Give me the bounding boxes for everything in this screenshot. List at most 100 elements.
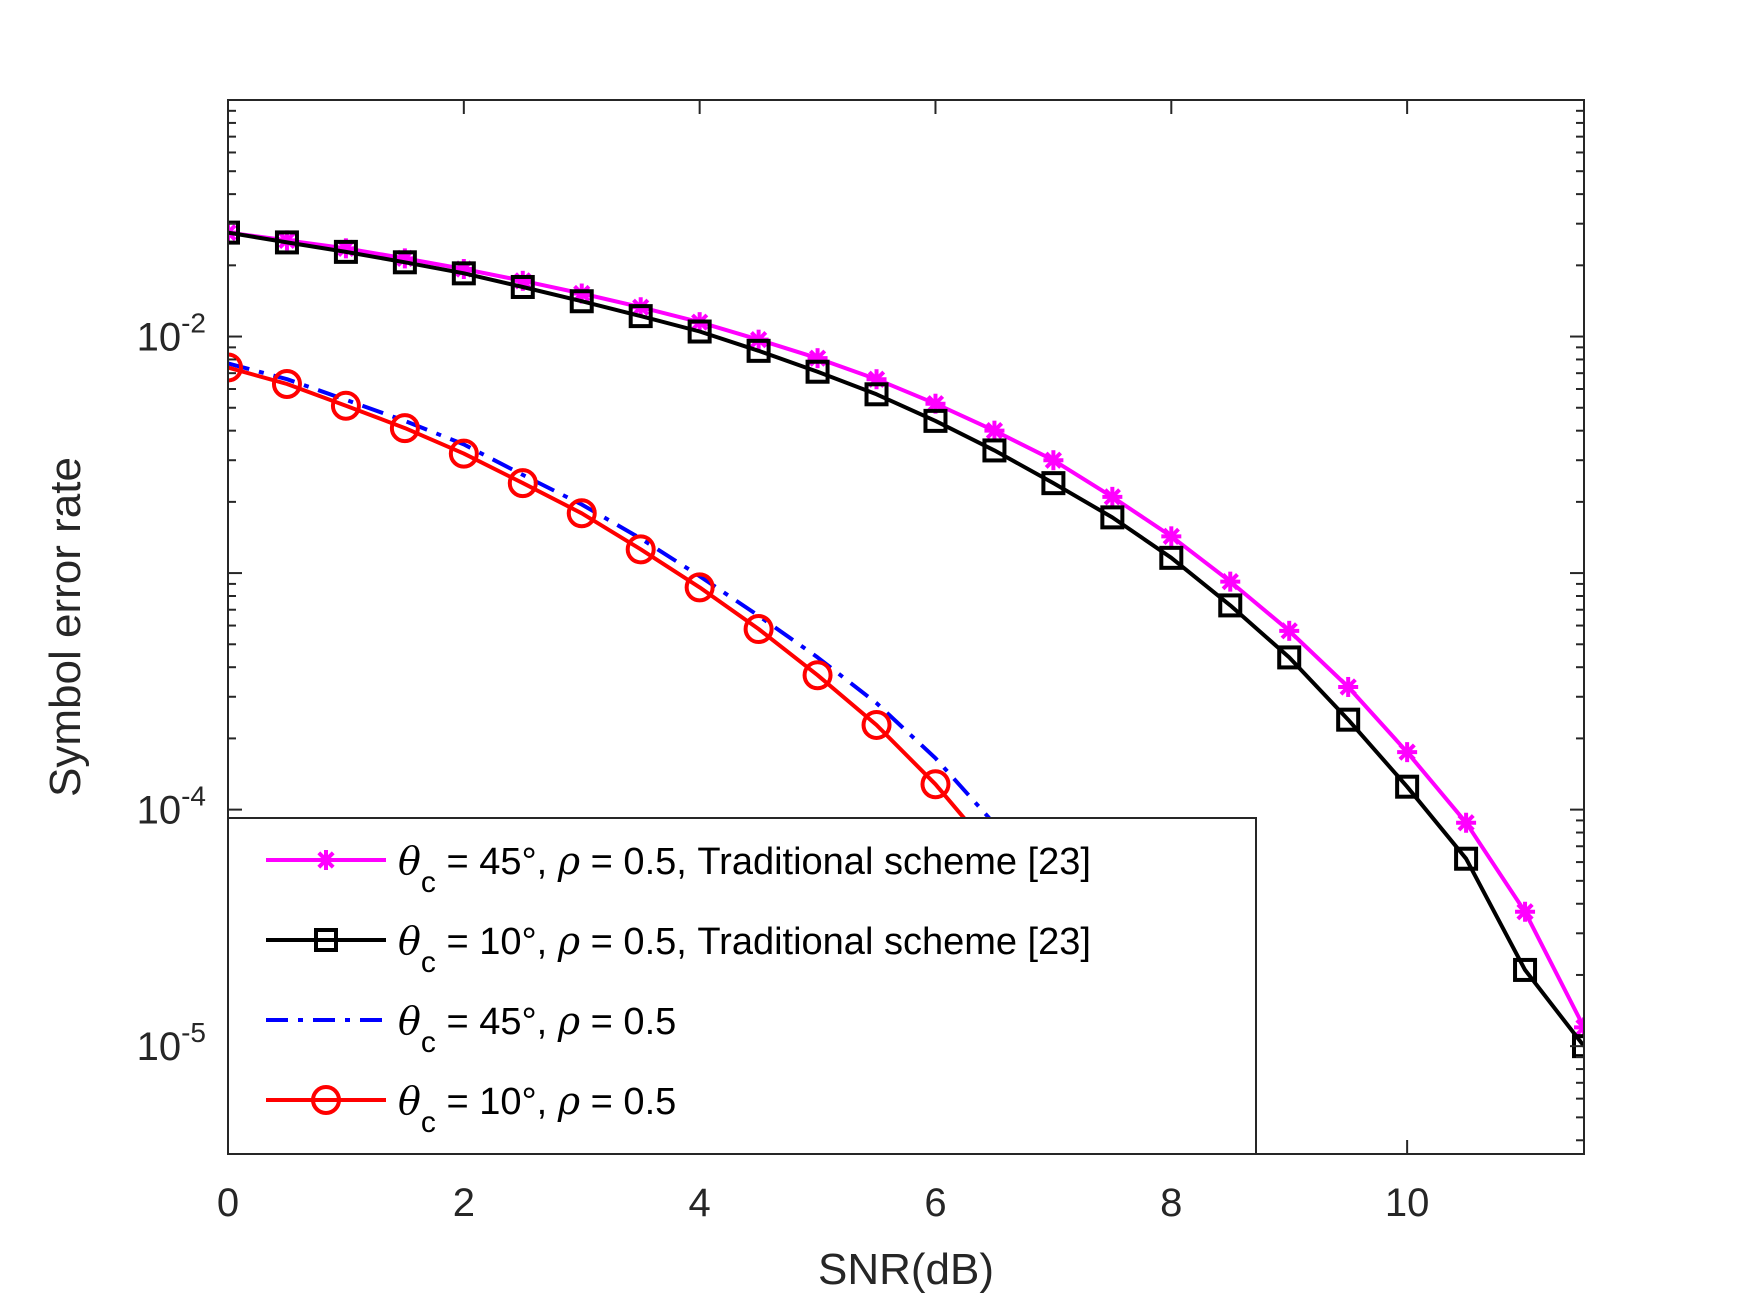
- asterisk-stroke: [228, 224, 237, 236]
- data-point: [1515, 901, 1536, 922]
- data-point: [1043, 450, 1064, 471]
- data-point: [628, 304, 653, 329]
- x-tick-label: 8: [1160, 1181, 1182, 1225]
- y-tick-exponent: -5: [181, 1017, 206, 1048]
- series-1: [228, 220, 1584, 1059]
- series-line: [228, 361, 1026, 865]
- y-tick-label: 10-5: [137, 1017, 206, 1069]
- legend-label-part: c: [421, 946, 436, 979]
- asterisk-stroke: [1162, 527, 1180, 545]
- data-point: [1220, 571, 1241, 592]
- legend-label-part: c: [421, 1106, 436, 1139]
- asterisk-stroke: [1575, 1018, 1584, 1031]
- legend-label: θc = 10°, ρ = 0.5, Traditional scheme [2…: [398, 919, 1091, 979]
- legend-marker: [316, 850, 336, 870]
- legend-entry: θc = 10°, ρ = 0.5, Traditional scheme [2…: [266, 919, 1091, 979]
- data-point: [1218, 593, 1243, 618]
- data-point: [448, 438, 479, 469]
- asterisk-stroke: [1280, 622, 1298, 640]
- data-point: [1336, 707, 1361, 732]
- legend-label-part: ρ: [557, 1079, 581, 1123]
- data-point: [392, 250, 417, 275]
- asterisk-stroke: [985, 422, 1004, 440]
- legend-label-part: = 0.5: [580, 1001, 676, 1043]
- data-point: [982, 438, 1007, 463]
- x-tick-label: 4: [689, 1181, 711, 1225]
- data-point: [923, 408, 948, 433]
- data-point: [746, 338, 771, 363]
- data-point: [625, 534, 656, 565]
- data-point: [920, 769, 951, 800]
- legend-label-part: = 0.5, Traditional scheme [23]: [580, 841, 1091, 883]
- legend-label: θc = 10°, ρ = 0.5: [398, 1079, 676, 1139]
- data-point: [802, 660, 833, 691]
- legend-label-part: = 45°,: [436, 841, 558, 883]
- legend-marker: [311, 1085, 341, 1115]
- x-tick-label: 6: [924, 1181, 946, 1225]
- asterisk-stroke: [1516, 903, 1534, 921]
- y-tick-label: 10-2: [137, 308, 206, 360]
- data-point: [807, 348, 828, 369]
- data-point: [228, 220, 240, 245]
- asterisk-stroke: [1103, 488, 1121, 506]
- data-point: [1397, 742, 1418, 763]
- data-point: [1456, 812, 1477, 833]
- asterisk-stroke: [1575, 1024, 1584, 1037]
- y-tick-base: 10: [137, 789, 182, 833]
- asterisk-stroke: [1339, 678, 1357, 696]
- y-tick-label: 10-4: [137, 781, 206, 833]
- legend-label-part: θ: [398, 919, 421, 963]
- legend-label-part: ρ: [557, 919, 581, 963]
- data-point: [1338, 676, 1359, 697]
- data-point: [333, 239, 358, 264]
- legend-label-part: = 10°,: [436, 921, 558, 963]
- legend-label: θc = 45°, ρ = 0.5, Traditional scheme [2…: [398, 839, 1091, 899]
- legend-entry: θc = 45°, ρ = 0.5: [266, 999, 676, 1059]
- series-2: [228, 361, 1026, 865]
- y-axis-label: Symbol error rate: [41, 457, 90, 797]
- legend-label: θc = 45°, ρ = 0.5: [398, 999, 676, 1059]
- asterisk-stroke: [926, 395, 945, 413]
- legend-label-part: θ: [398, 839, 421, 883]
- legend-label-part: c: [421, 1026, 436, 1059]
- data-point: [925, 393, 946, 414]
- legend-box: [227, 817, 1257, 1155]
- y-tick-exponent: -4: [181, 781, 206, 812]
- asterisk-stroke: [1398, 743, 1416, 761]
- data-point: [507, 468, 538, 499]
- legend-entry: θc = 10°, ρ = 0.5: [266, 1079, 676, 1139]
- data-point: [861, 709, 892, 740]
- asterisk-stroke: [228, 229, 237, 242]
- legend-marker: [314, 928, 338, 952]
- asterisk-stroke: [1221, 573, 1239, 591]
- y-tick-base: 10: [137, 316, 182, 360]
- x-axis-label: SNR(dB): [818, 1245, 994, 1294]
- legend-label-part: = 0.5, Traditional scheme [23]: [580, 921, 1091, 963]
- data-point: [684, 572, 715, 603]
- data-point: [805, 359, 830, 384]
- asterisk-stroke: [1457, 814, 1475, 832]
- data-point: [984, 420, 1005, 441]
- data-point: [1513, 957, 1538, 982]
- legend-label-part: = 10°,: [436, 1081, 558, 1123]
- legend-label-part: = 45°,: [436, 1001, 558, 1043]
- data-point: [1159, 545, 1184, 570]
- legend-label-part: c: [421, 866, 436, 899]
- x-tick-label: 2: [453, 1181, 475, 1225]
- series-layer: [228, 220, 1584, 1059]
- data-point: [228, 352, 243, 383]
- y-tick-base: 10: [137, 1025, 182, 1069]
- legend-label-part: ρ: [557, 839, 581, 883]
- data-point: [330, 390, 361, 421]
- data-point: [1574, 1017, 1584, 1038]
- legend-label-part: ρ: [557, 999, 581, 1043]
- data-point: [1102, 486, 1123, 507]
- data-point: [569, 289, 594, 314]
- data-point: [743, 614, 774, 645]
- legend: θc = 45°, ρ = 0.5, Traditional scheme [2…: [227, 817, 1257, 1155]
- data-point: [687, 319, 712, 344]
- data-point: [566, 498, 597, 529]
- legend-label-part: θ: [398, 1079, 421, 1123]
- data-point: [451, 261, 476, 286]
